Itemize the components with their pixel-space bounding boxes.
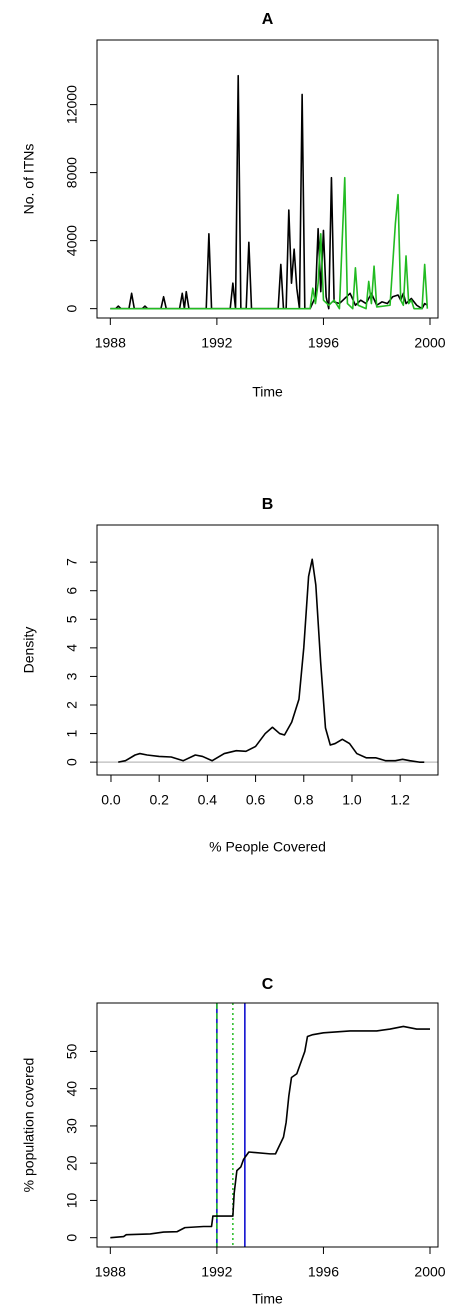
x-tick-label: 1988	[95, 335, 126, 351]
y-tick-label: 40	[64, 1081, 80, 1097]
y-axis-label: % population covered	[21, 1058, 37, 1193]
y-tick-label: 50	[64, 1043, 80, 1059]
y-tick-label: 4	[64, 644, 80, 652]
y-tick-label: 12000	[64, 85, 80, 124]
x-axis-label: % People Covered	[209, 839, 326, 855]
x-tick-label: 1988	[95, 1264, 126, 1280]
y-tick-label: 8000	[64, 157, 80, 188]
x-tick-label: 2000	[414, 335, 445, 351]
plot-frame	[96, 39, 439, 319]
x-tick-label: 1992	[201, 1264, 232, 1280]
y-tick-label: 6	[64, 587, 80, 595]
y-tick-label: 7	[64, 558, 80, 566]
x-tick-label: 1996	[308, 335, 339, 351]
x-tick-label: 1.0	[342, 792, 362, 808]
y-tick-label: 20	[64, 1155, 80, 1171]
plot-frame	[96, 524, 439, 776]
y-tick-label: 0	[64, 305, 80, 313]
y-axis-label: No. of ITNs	[21, 144, 37, 215]
y-tick-label: 30	[64, 1118, 80, 1134]
panel-title: A	[262, 11, 274, 28]
y-tick-label: 2	[64, 701, 80, 709]
x-tick-label: 0.8	[294, 792, 314, 808]
y-tick-label: 0	[64, 758, 80, 766]
x-tick-label: 1.2	[390, 792, 410, 808]
x-axis-label: Time	[252, 1291, 283, 1307]
data-line	[110, 74, 428, 310]
x-tick-label: 0.4	[198, 792, 218, 808]
y-tick-label: 1	[64, 729, 80, 737]
x-axis-label: Time	[252, 384, 283, 400]
x-tick-label: 0.6	[246, 792, 266, 808]
panel-title: C	[262, 976, 274, 993]
y-tick-label: 10	[64, 1192, 80, 1208]
panel-title: B	[262, 496, 274, 513]
x-tick-label: 1996	[308, 1264, 339, 1280]
y-tick-label: 4000	[64, 225, 80, 256]
x-tick-label: 2000	[414, 1264, 445, 1280]
data-line	[118, 558, 425, 763]
x-tick-label: 0.2	[149, 792, 169, 808]
y-tick-label: 0	[64, 1234, 80, 1242]
x-tick-label: 1992	[201, 335, 232, 351]
data-line	[110, 176, 429, 310]
plot-frame	[96, 1002, 439, 1248]
data-line	[110, 1025, 431, 1239]
y-tick-label: 5	[64, 615, 80, 623]
y-axis-label: Density	[21, 627, 37, 674]
x-tick-label: 0.0	[101, 792, 121, 808]
y-tick-label: 3	[64, 672, 80, 680]
